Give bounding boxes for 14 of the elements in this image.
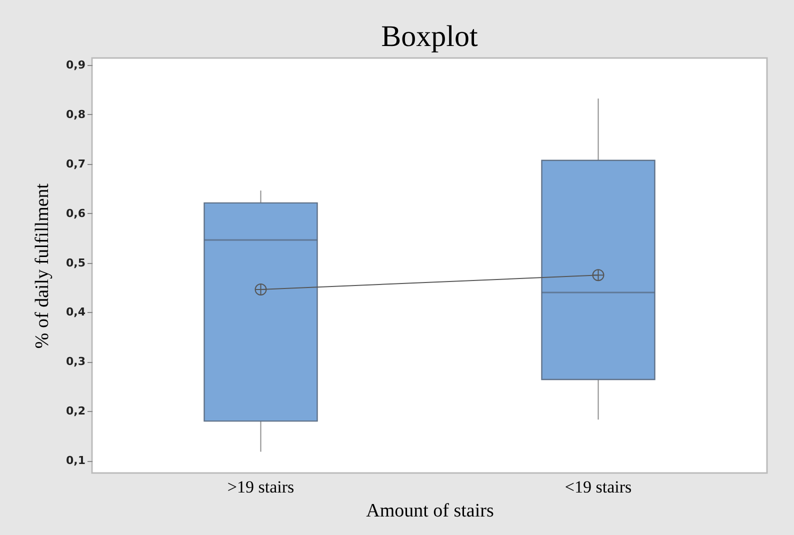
y-tick-label: 0,1 <box>66 454 86 468</box>
y-tick-label: 0,5 <box>66 256 86 270</box>
y-tick-label: 0,2 <box>66 404 86 418</box>
y-tick-label: 0,9 <box>66 58 86 72</box>
chart-title: Boxplot <box>381 20 478 53</box>
y-tick-label: 0,3 <box>66 355 86 368</box>
y-tick-label: 0,8 <box>66 108 86 121</box>
y-tick-label: 0,7 <box>66 157 86 170</box>
x-tick-label: <19 stairs <box>564 478 632 496</box>
x-tick-label: >19 stairs <box>227 478 294 496</box>
y-tick-label: 0,6 <box>66 206 86 220</box>
y-tick-label: 0,4 <box>66 306 86 319</box>
y-axis-title: % of daily fulfillment <box>32 182 54 349</box>
x-axis-title: Amount of stairs <box>366 500 494 522</box>
